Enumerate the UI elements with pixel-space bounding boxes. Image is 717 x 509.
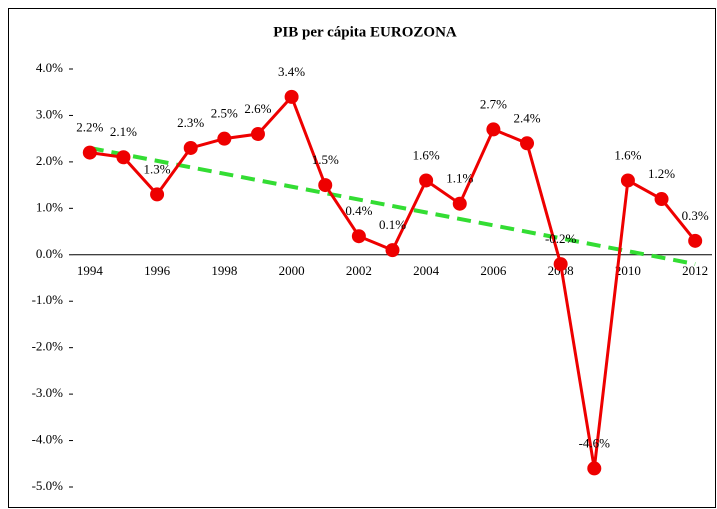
data-label: 1.1% [446, 171, 473, 186]
point [419, 173, 434, 188]
point [587, 461, 602, 476]
point [82, 145, 97, 160]
point [116, 150, 131, 165]
x-tick-label: 2006 [480, 263, 507, 278]
y-tick-label: 4.0% [36, 60, 63, 75]
y-tick-label: -1.0% [32, 292, 64, 307]
y-tick-label: -3.0% [32, 385, 64, 400]
data-label: 0.4% [345, 203, 372, 218]
data-label: 0.3% [682, 208, 709, 223]
point [385, 243, 400, 258]
x-tick-label: 2012 [682, 263, 708, 278]
x-tick-label: 1998 [211, 263, 237, 278]
data-label: -0.2% [545, 231, 577, 246]
data-label: 2.3% [177, 115, 204, 130]
point [183, 140, 198, 155]
data-label: 2.5% [211, 106, 238, 121]
data-label: 2.6% [244, 101, 271, 116]
x-tick-label: 1994 [77, 263, 104, 278]
point [654, 192, 669, 207]
data-label: -4.6% [579, 435, 611, 450]
chart-border [8, 8, 716, 508]
point [486, 122, 501, 137]
y-tick-label: -2.0% [32, 339, 64, 354]
data-label: 2.4% [513, 110, 540, 125]
y-tick-label: 2.0% [36, 153, 63, 168]
chart-title: PIB per cápita EUROZONA [273, 24, 457, 40]
x-tick-label: 2010 [615, 263, 641, 278]
y-tick-label: 0.0% [36, 246, 63, 261]
data-label: 2.7% [480, 96, 507, 111]
y-tick-label: 3.0% [36, 106, 63, 121]
y-tick-label: -4.0% [32, 432, 64, 447]
x-tick-label: 1996 [144, 263, 171, 278]
y-tick-label: 1.0% [36, 199, 63, 214]
point [351, 229, 366, 244]
point [452, 196, 467, 211]
x-tick-label: 2000 [279, 263, 305, 278]
data-label: 0.1% [379, 217, 406, 232]
data-label: 1.3% [144, 161, 171, 176]
point [284, 89, 299, 104]
data-label: 3.4% [278, 64, 305, 79]
point [520, 136, 535, 151]
point [553, 257, 568, 272]
data-label: 2.1% [110, 124, 137, 139]
x-tick-label: 2004 [413, 263, 440, 278]
point [150, 187, 165, 202]
point [250, 127, 265, 142]
data-label: 2.2% [76, 120, 103, 135]
x-tick-label: 2002 [346, 263, 372, 278]
data-label: 1.5% [312, 152, 339, 167]
y-tick-label: -5.0% [32, 478, 64, 493]
data-label: 1.6% [413, 147, 440, 162]
data-label: 1.2% [648, 166, 675, 181]
point [688, 233, 703, 248]
data-label: 1.6% [614, 147, 641, 162]
point [318, 178, 333, 193]
point [217, 131, 232, 146]
trendline [89, 145, 696, 267]
point [620, 173, 635, 188]
